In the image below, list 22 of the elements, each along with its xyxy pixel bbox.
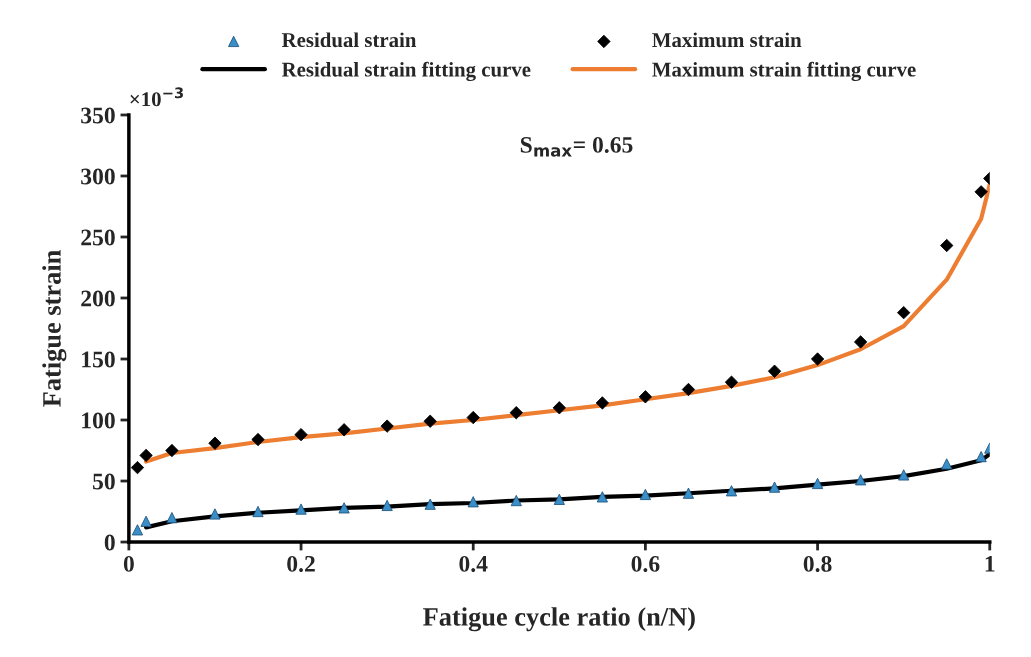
y-tick-label: 200 [81,290,115,307]
legend-label: Maximum strain [652,32,802,48]
legend-label: Residual strain [281,32,417,48]
x-tick-label: 1 [985,556,995,572]
y-tick-label: 100 [82,412,115,429]
y-axis-title: Fatigue strain [42,250,67,407]
text: ×10$^{−3}$ [130,87,183,107]
x-tick-label: 0.6 [631,555,660,572]
x-tick-label: 0.2 [287,555,315,572]
legend-label: Residual strain fitting curve [281,61,531,82]
y-tick-label: 0 [104,534,115,551]
annotation: S$_{max}$= 0.65 [520,136,633,157]
y-tick-label: 350 [81,107,115,124]
y-tick-label: 150 [82,351,115,368]
x-tick-label: 0.8 [803,555,832,572]
y-tick-label: 50 [93,473,115,490]
legend-label: Maximum strain fitting curve [652,61,916,82]
x-tick-label: 0 [123,555,134,572]
y-tick-label: 300 [81,168,115,185]
x-tick-label: 0.4 [459,555,488,572]
x-axis-title: Fatigue cycle ratio (n/N) [423,607,695,632]
y-tick-label: 250 [81,229,115,246]
